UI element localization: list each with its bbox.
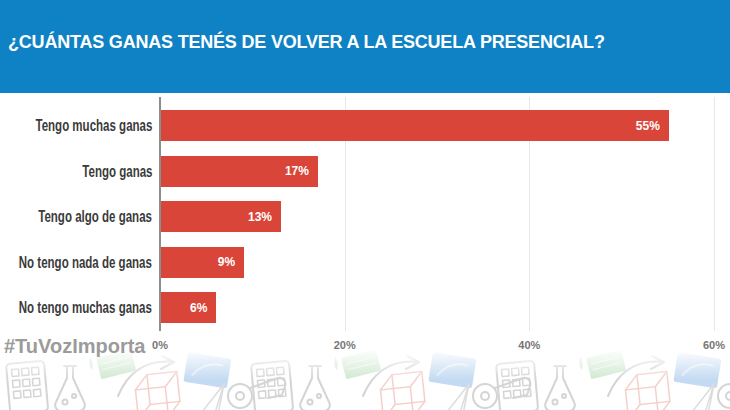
category-label: No tengo muchas ganas <box>19 292 152 323</box>
infographic: ¿CUÁNTAS GANAS TENÉS DE VOLVER A LA ESCU… <box>0 0 730 410</box>
gridline <box>714 97 715 331</box>
bar: 13% <box>161 201 281 232</box>
bar-value-label: 6% <box>190 301 216 315</box>
bar: 55% <box>161 110 669 141</box>
bar-value-label: 9% <box>218 255 244 269</box>
hashtag-label: #TuVozImporta <box>4 335 145 358</box>
bar-value-label: 13% <box>248 210 281 224</box>
x-tick-label: 20% <box>315 339 375 351</box>
header-banner: ¿CUÁNTAS GANAS TENÉS DE VOLVER A LA ESCU… <box>0 0 730 93</box>
bar: 9% <box>161 247 244 278</box>
bar-value-label: 55% <box>636 119 669 133</box>
bar: 6% <box>161 292 216 323</box>
x-tick-label: 60% <box>684 339 730 351</box>
category-label: Tengo muchas ganas <box>35 110 152 141</box>
bar-value-label: 17% <box>285 164 318 178</box>
bar: 17% <box>161 156 318 187</box>
category-label: Tengo algo de ganas <box>38 201 152 232</box>
category-label: Tengo ganas <box>82 156 152 187</box>
x-tick-label: 40% <box>499 339 559 351</box>
category-label: No tengo nada de ganas <box>19 247 152 278</box>
page-title: ¿CUÁNTAS GANAS TENÉS DE VOLVER A LA ESCU… <box>8 32 605 53</box>
